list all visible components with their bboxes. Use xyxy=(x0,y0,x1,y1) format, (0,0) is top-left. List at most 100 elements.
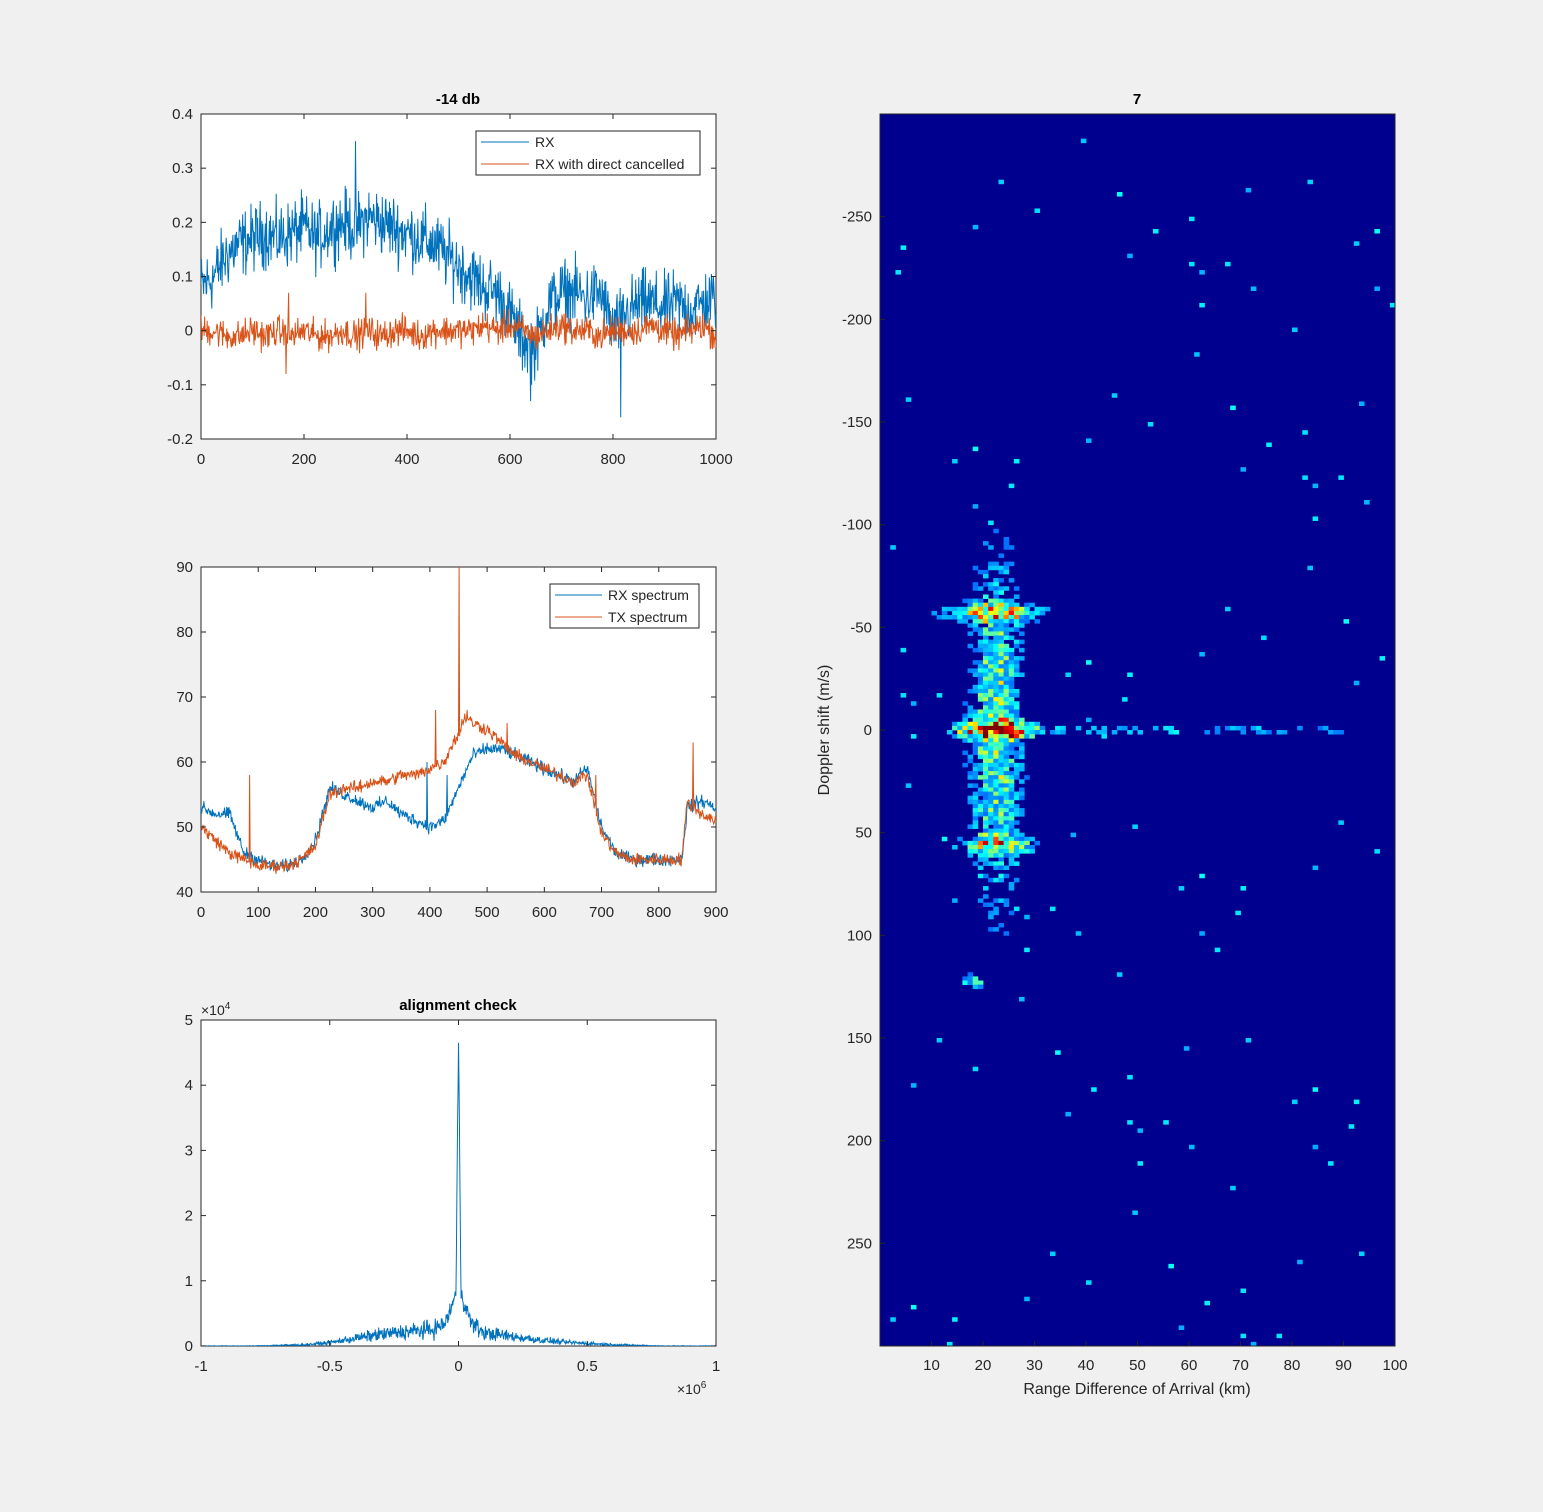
heatmap-cell xyxy=(1086,717,1092,723)
heatmap-cell xyxy=(977,799,984,805)
exponent-base: ×10 xyxy=(677,1381,701,1397)
heatmap-cell xyxy=(962,762,968,768)
y-tick-label: 4 xyxy=(185,1077,193,1094)
heatmap-cell xyxy=(1019,746,1025,751)
heatmap-cell xyxy=(967,754,974,760)
heatmap-cell xyxy=(1013,610,1020,616)
heatmap-cell xyxy=(1024,602,1030,608)
heatmap-cell xyxy=(983,627,989,632)
heatmap-cell xyxy=(993,927,999,932)
heatmap-cell xyxy=(1019,812,1025,817)
heatmap-cell xyxy=(1019,610,1025,616)
y-tick-label: -250 xyxy=(842,209,872,226)
heatmap-cell xyxy=(1055,725,1061,731)
heatmap-cell xyxy=(998,647,1004,653)
heatmap-cell xyxy=(952,458,958,464)
heatmap-cell xyxy=(1019,742,1025,747)
heatmap-cell xyxy=(1008,849,1015,854)
heatmap-cell xyxy=(931,610,938,616)
y-tick-label: 70 xyxy=(176,689,193,706)
heatmap-cell xyxy=(988,754,994,760)
heatmap-cell xyxy=(1343,619,1350,624)
heatmap-cell xyxy=(998,660,1004,665)
heatmap-cell xyxy=(983,791,989,797)
heatmap-cell xyxy=(1019,849,1025,854)
heatmap-cell xyxy=(998,627,1004,632)
heatmap-cell xyxy=(1039,730,1046,735)
heatmap-cell xyxy=(977,647,984,653)
heatmap-cell xyxy=(998,840,1004,846)
heatmap-cell xyxy=(1003,688,1010,694)
heatmap-cell xyxy=(1008,672,1015,678)
heatmap-cell xyxy=(972,742,979,747)
x-tick-label: 1000 xyxy=(699,451,732,468)
heatmap-cell xyxy=(988,660,994,665)
heatmap-cell xyxy=(1152,228,1159,234)
y-tick-label: 50 xyxy=(176,819,193,836)
heatmap-cell xyxy=(1013,750,1020,756)
heatmap-cell xyxy=(957,725,963,731)
heatmap-cell xyxy=(993,705,999,710)
heatmap-cell xyxy=(977,984,984,990)
heatmap-cell xyxy=(1003,754,1010,760)
heatmap-cell xyxy=(972,615,979,620)
heatmap-cell xyxy=(1245,1038,1252,1043)
heatmap-cell xyxy=(1003,656,1010,661)
heatmap-cell xyxy=(900,647,907,653)
heatmap-cell xyxy=(983,861,989,866)
heatmap-cell xyxy=(993,877,999,883)
heatmap-cell xyxy=(998,836,1004,842)
heatmap-cell xyxy=(988,910,994,916)
y-tick-label: 90 xyxy=(176,559,193,576)
heatmap-cell xyxy=(910,734,917,739)
x-tick-label: 70 xyxy=(1232,1357,1249,1374)
heatmap-cell xyxy=(983,766,989,772)
heatmap-cell xyxy=(957,836,963,842)
heatmap-cell xyxy=(988,861,994,866)
heatmap-cell xyxy=(998,803,1004,809)
heatmap-cell xyxy=(977,660,984,665)
y-tick-label: -100 xyxy=(842,517,872,534)
heatmap-cell xyxy=(993,762,999,768)
chart-title: -14 db xyxy=(436,91,480,108)
heatmap-cell xyxy=(1008,730,1015,735)
heatmap-cell xyxy=(1168,1263,1174,1269)
heatmap-cell xyxy=(983,873,989,879)
heatmap-cell xyxy=(983,594,989,599)
heatmap-cell xyxy=(993,602,999,608)
heatmap-cell xyxy=(983,779,989,784)
heatmap-cell xyxy=(1008,660,1015,665)
heatmap-cell xyxy=(977,717,984,723)
heatmap-cell xyxy=(998,709,1004,714)
heatmap-cell xyxy=(983,615,989,620)
heatmap-cell xyxy=(967,771,974,776)
heatmap-cell xyxy=(988,615,994,620)
heatmap-cell xyxy=(1013,709,1020,714)
heatmap-cell xyxy=(952,898,958,903)
heatmap-cell xyxy=(1065,672,1071,678)
heatmap-cell xyxy=(1230,405,1236,411)
x-tick-label: 90 xyxy=(1335,1357,1352,1374)
exponent-base: ×10 xyxy=(201,1002,225,1018)
heatmap-cell xyxy=(967,709,974,714)
heatmap-cell xyxy=(1019,791,1025,797)
y-tick-label: 0.1 xyxy=(172,269,193,286)
heatmap-cell xyxy=(1019,647,1025,653)
heatmap-cell xyxy=(993,832,999,838)
heatmap-cell xyxy=(1029,734,1035,739)
heatmap-cell xyxy=(952,1317,958,1322)
heatmap-cell xyxy=(1338,475,1344,480)
heatmap-cell xyxy=(983,693,989,698)
heatmap-cell xyxy=(1008,635,1015,641)
heatmap-cell xyxy=(988,647,994,653)
heatmap-cell xyxy=(983,886,989,891)
heatmap-cell xyxy=(977,668,984,673)
heatmap-cell xyxy=(972,861,979,866)
heatmap-cell xyxy=(1065,1111,1071,1117)
heatmap-cell xyxy=(972,844,979,850)
heatmap-cell xyxy=(977,627,984,632)
heatmap-cell xyxy=(1266,730,1272,735)
heatmap-cell xyxy=(952,844,958,850)
heatmap-cell xyxy=(1008,779,1015,784)
heatmap-cell xyxy=(988,812,994,817)
